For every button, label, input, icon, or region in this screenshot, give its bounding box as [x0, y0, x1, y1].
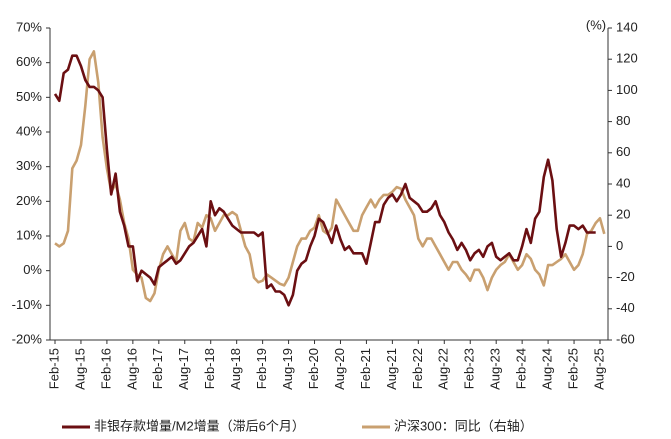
- x-tick-label: Aug-16: [124, 348, 139, 390]
- y2-tick-label: 100: [616, 82, 638, 97]
- x-tick-label: Feb-23: [462, 348, 477, 389]
- y-tick-label: 0%: [23, 262, 42, 277]
- y2-tick-label: -60: [616, 331, 635, 346]
- x-tick-label: Aug-19: [280, 348, 295, 390]
- y-tick-label: -20%: [12, 331, 43, 346]
- x-tick-label: Aug-20: [332, 348, 347, 390]
- y2-tick-label: 0: [616, 238, 623, 253]
- x-tick-label: Feb-24: [514, 348, 529, 389]
- legend-label: 沪深300：同比（右轴）: [394, 418, 533, 433]
- y2-tick-label: 80: [616, 113, 630, 128]
- x-tick-label: Feb-22: [410, 348, 425, 389]
- y-tick-label: -10%: [12, 297, 43, 312]
- series-line: [54, 50, 606, 303]
- y-tick-label: 50%: [16, 89, 42, 104]
- x-tick-label: Aug-18: [228, 348, 243, 390]
- x-tick-label: Feb-17: [150, 348, 165, 389]
- legend-label: 非银存款增量/M2增量（滞后6个月）: [94, 418, 305, 433]
- y-tick-label: 20%: [16, 193, 42, 208]
- x-tick-label: Aug-24: [540, 348, 555, 390]
- series-line: [53, 54, 596, 307]
- x-tick-label: Aug-15: [72, 348, 87, 390]
- y2-tick-label: -40: [616, 300, 635, 315]
- y-tick-label: 70%: [16, 19, 42, 34]
- x-tick-label: Aug-22: [436, 348, 451, 390]
- x-tick-label: Feb-18: [202, 348, 217, 389]
- x-tick-label: Feb-15: [46, 348, 61, 389]
- y-tick-label: 40%: [16, 123, 42, 138]
- y2-tick-label: 60: [616, 144, 630, 159]
- y2-tick-label: 120: [616, 51, 638, 66]
- x-tick-label: Feb-20: [306, 348, 321, 389]
- y2-axis-label: (%): [586, 17, 606, 32]
- y2-tick-label: 20: [616, 207, 630, 222]
- y2-tick-label: 140: [616, 19, 638, 34]
- x-tick-label: Feb-16: [98, 348, 113, 389]
- y-tick-label: 10%: [16, 227, 42, 242]
- y-tick-label: 60%: [16, 54, 42, 69]
- x-tick-label: Feb-19: [254, 348, 269, 389]
- y2-tick-label: 40: [616, 175, 630, 190]
- x-tick-label: Aug-17: [176, 348, 191, 390]
- y2-tick-label: -20: [616, 269, 635, 284]
- x-tick-label: Aug-23: [488, 348, 503, 390]
- x-tick-label: Aug-25: [591, 348, 606, 390]
- y-tick-label: 30%: [16, 158, 42, 173]
- x-tick-label: Feb-21: [358, 348, 373, 389]
- x-tick-label: Feb-25: [565, 348, 580, 389]
- x-tick-label: Aug-21: [384, 348, 399, 390]
